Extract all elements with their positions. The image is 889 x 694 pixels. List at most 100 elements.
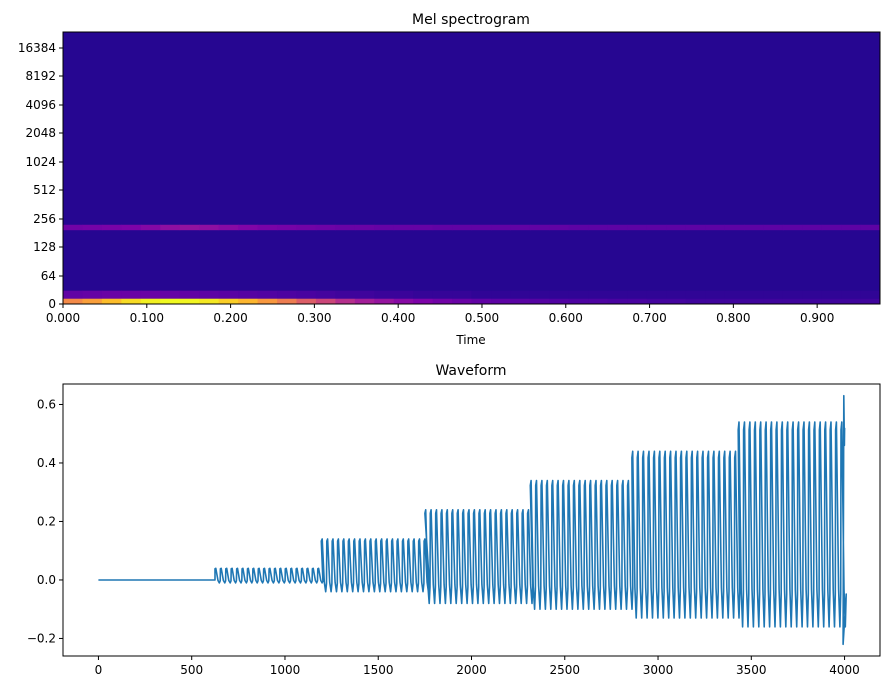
heatmap-cell bbox=[744, 290, 764, 299]
mel-xlabel: Time bbox=[455, 333, 485, 347]
heatmap-cell bbox=[179, 290, 200, 299]
heatmap-cell bbox=[257, 224, 278, 231]
heatmap-cell bbox=[354, 298, 375, 304]
heatmap-cell bbox=[763, 298, 784, 304]
heatmap-cell bbox=[549, 298, 570, 304]
heatmap-cell bbox=[374, 290, 395, 299]
x-tick-label: 1000 bbox=[270, 663, 301, 677]
x-tick-label: 0.000 bbox=[46, 311, 80, 325]
heatmap-cell bbox=[335, 224, 356, 231]
heatmap-cell bbox=[335, 298, 356, 304]
heatmap-cell bbox=[821, 298, 842, 304]
heatmap-cell bbox=[491, 290, 512, 299]
heatmap-cell bbox=[277, 290, 297, 299]
heatmap-cell bbox=[529, 298, 550, 304]
x-tick-label: 0.600 bbox=[549, 311, 583, 325]
heatmap-cell bbox=[705, 224, 726, 231]
y-tick-label: 128 bbox=[33, 240, 56, 254]
heatmap-cell bbox=[218, 298, 239, 304]
heatmap-cell bbox=[627, 298, 648, 304]
heatmap-cell bbox=[315, 298, 336, 304]
x-tick-label: 2500 bbox=[549, 663, 580, 677]
mel-spectrogram-panel: Mel spectrogram 0.000 0.100 0.200 0.300 0.40… bbox=[18, 12, 881, 347]
heatmap-cell bbox=[315, 224, 336, 231]
y-tick-label: 1024 bbox=[25, 155, 56, 169]
heatmap-cell bbox=[510, 290, 531, 299]
heatmap-cell bbox=[277, 224, 297, 231]
heatmap-cell bbox=[510, 298, 531, 304]
heatmap-cell bbox=[374, 298, 395, 304]
heatmap-cell bbox=[685, 298, 706, 304]
heatmap-cell bbox=[199, 224, 220, 231]
heatmap-cell bbox=[471, 290, 492, 299]
heatmap-cell bbox=[802, 224, 823, 231]
heatmap-cell bbox=[763, 290, 784, 299]
heatmap-cell bbox=[685, 224, 706, 231]
heatmap-cell bbox=[607, 298, 628, 304]
y-tick-label: 16384 bbox=[18, 41, 56, 55]
mel-y-ticks: 0 64 128 256 512 1024 2048 4096 8192 16384 bbox=[18, 41, 63, 311]
mel-x-ticks: 0.000 0.100 0.200 0.300 0.400 0.500 0.600 0.700… bbox=[46, 304, 834, 325]
heatmap-cell bbox=[315, 290, 336, 299]
heatmap-cell bbox=[666, 290, 687, 299]
heatmap-cells bbox=[63, 32, 881, 304]
x-tick-label: 0.800 bbox=[716, 311, 750, 325]
heatmap-cell bbox=[218, 290, 239, 299]
heatmap-cell bbox=[354, 290, 375, 299]
heatmap-cell bbox=[607, 290, 628, 299]
heatmap-cell bbox=[160, 290, 181, 299]
y-tick-label: 0.2 bbox=[37, 514, 56, 528]
heatmap-cell bbox=[471, 298, 492, 304]
waveform-title: Waveform bbox=[435, 363, 506, 379]
heatmap-cell bbox=[101, 224, 122, 231]
heatmap-cell bbox=[296, 298, 317, 304]
x-tick-label: 4000 bbox=[829, 663, 860, 677]
mel-frame bbox=[62, 31, 881, 305]
heatmap-cell bbox=[413, 224, 434, 231]
heatmap-cell bbox=[724, 298, 745, 304]
heatmap-cell bbox=[529, 224, 550, 231]
heatmap-cell bbox=[588, 290, 609, 299]
heatmap-cell bbox=[257, 298, 278, 304]
heatmap-cell bbox=[860, 224, 881, 231]
heatmap-cell bbox=[238, 224, 259, 231]
x-tick-label: 0.200 bbox=[213, 311, 247, 325]
x-tick-label: 1500 bbox=[363, 663, 394, 677]
heatmap-cell bbox=[588, 224, 609, 231]
waveform-line bbox=[98, 394, 847, 646]
x-tick-label: 500 bbox=[180, 663, 203, 677]
heatmap-cell bbox=[685, 290, 706, 299]
heatmap-cell bbox=[63, 224, 83, 231]
heatmap-cell bbox=[744, 224, 764, 231]
heatmap-cell bbox=[413, 298, 434, 304]
heatmap-cell bbox=[744, 298, 764, 304]
heatmap-cell bbox=[491, 298, 512, 304]
heatmap-cell bbox=[841, 290, 862, 299]
x-tick-label: 0.100 bbox=[130, 311, 164, 325]
y-tick-label: 256 bbox=[33, 212, 56, 226]
heatmap-cell bbox=[63, 298, 83, 304]
heatmap-cell bbox=[782, 290, 803, 299]
heatmap-cell bbox=[646, 224, 667, 231]
x-tick-label: 3500 bbox=[736, 663, 767, 677]
heatmap-cell bbox=[432, 298, 453, 304]
waveform-panel: Waveform 0 500 1000 1500 2000 2500 3000 3500 400… bbox=[27, 363, 881, 677]
heatmap-cell bbox=[802, 290, 823, 299]
heatmap-cell bbox=[296, 290, 317, 299]
heatmap-cell bbox=[393, 298, 414, 304]
heatmap-cell bbox=[860, 290, 881, 299]
y-tick-label: 0.4 bbox=[37, 456, 56, 470]
heatmap-cell bbox=[549, 290, 570, 299]
heatmap-cell bbox=[510, 224, 531, 231]
heatmap-cell bbox=[841, 298, 862, 304]
y-tick-label: 2048 bbox=[25, 126, 56, 140]
x-tick-label: 3000 bbox=[643, 663, 674, 677]
heatmap-cell bbox=[452, 290, 473, 299]
y-tick-label: 8192 bbox=[25, 69, 56, 83]
heatmap-cell bbox=[199, 290, 220, 299]
heatmap-cell bbox=[257, 290, 278, 299]
heatmap-cell bbox=[238, 290, 259, 299]
waveform-x-ticks: 0 500 1000 1500 2000 2500 3000 3500 4000 bbox=[95, 656, 860, 677]
heatmap-cell bbox=[218, 224, 239, 231]
